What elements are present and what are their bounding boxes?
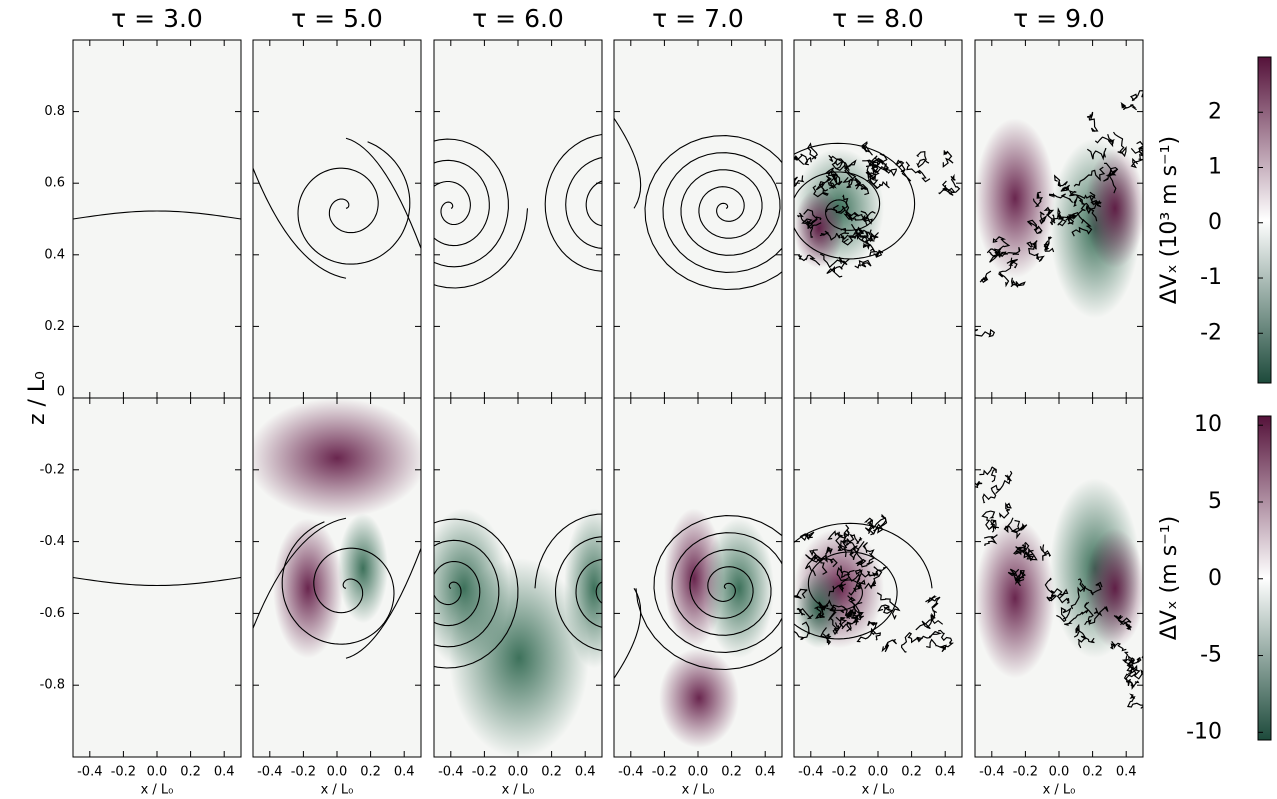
- y-tick-label: -0.4: [40, 534, 65, 549]
- panel: [614, 398, 807, 757]
- field-blob: [704, 518, 774, 658]
- panel: [773, 398, 962, 757]
- colorbar: [1258, 57, 1271, 383]
- x-tick-label: -0.2: [111, 765, 136, 780]
- field-blob: [975, 518, 1055, 678]
- panel: [247, 398, 427, 757]
- x-tick-label: 0.4: [1116, 765, 1137, 780]
- panel: [756, 40, 962, 398]
- x-tick-label: -0.4: [798, 765, 823, 780]
- x-tick-label: -0.2: [472, 765, 497, 780]
- x-axis-label: x / L₀: [1043, 783, 1076, 798]
- column-title: τ = 8.0: [832, 4, 924, 33]
- x-tick-label: 0.2: [721, 765, 742, 780]
- x-axis-label: x / L₀: [682, 783, 715, 798]
- panel-background: [73, 398, 241, 757]
- x-tick-label: -0.4: [979, 765, 1004, 780]
- colorbar: [1258, 416, 1271, 740]
- y-tick-label: 0.2: [44, 319, 65, 334]
- field-blob: [338, 513, 388, 623]
- column-title: τ = 9.0: [1013, 4, 1105, 33]
- panel: [73, 40, 241, 398]
- x-tick-label: 0.4: [214, 765, 235, 780]
- x-tick-label: 0.2: [1082, 765, 1103, 780]
- colorbar-tick-label: -5: [1200, 643, 1222, 668]
- x-tick-label: 0.4: [935, 765, 956, 780]
- y-tick-label: -0.6: [40, 606, 65, 621]
- x-axis-label: x / L₀: [862, 783, 895, 798]
- x-tick-label: 0.2: [180, 765, 201, 780]
- colorbar-label: ΔVₓ (m s⁻¹): [1157, 516, 1182, 640]
- panel-background: [253, 40, 421, 398]
- column-title: τ = 3.0: [111, 4, 203, 33]
- x-tick-label: 0.2: [541, 765, 562, 780]
- field-blob: [247, 398, 427, 518]
- x-tick-label: 0.2: [360, 765, 381, 780]
- field-blob: [1085, 528, 1145, 648]
- colorbar-label: ΔVₓ (10³ m s⁻¹): [1157, 136, 1182, 304]
- x-tick-label: 0.4: [394, 765, 415, 780]
- y-tick-label: 0.8: [44, 104, 65, 119]
- y-tick-label: -0.8: [40, 678, 65, 693]
- y-axis-label: z / L₀: [25, 371, 50, 425]
- column-title: τ = 7.0: [652, 4, 744, 33]
- x-axis-label: x / L₀: [502, 783, 535, 798]
- y-tick-label: -0.2: [40, 462, 65, 477]
- x-tick-label: -0.2: [1013, 765, 1038, 780]
- x-tick-label: 0.4: [575, 765, 596, 780]
- colorbar-tick-label: 0: [1208, 566, 1222, 591]
- x-tick-label: -0.2: [832, 765, 857, 780]
- panel: [253, 40, 421, 398]
- colorbar-tick-label: 1: [1208, 155, 1222, 180]
- x-tick-label: -0.4: [77, 765, 102, 780]
- colorbar-tick-label: 2: [1208, 99, 1222, 124]
- panel: [614, 40, 816, 398]
- x-tick-label: -0.4: [438, 765, 463, 780]
- x-tick-label: 0.0: [1049, 765, 1070, 780]
- x-tick-label: 0.0: [508, 765, 529, 780]
- x-tick-label: 0.0: [688, 765, 709, 780]
- x-axis-label: x / L₀: [141, 783, 174, 798]
- panel-background: [614, 40, 782, 398]
- y-tick-label: 0.4: [44, 247, 65, 262]
- x-tick-label: -0.2: [652, 765, 677, 780]
- y-tick-label: 0: [57, 385, 65, 400]
- x-tick-label: -0.2: [291, 765, 316, 780]
- panel-background: [73, 40, 241, 398]
- column-title: τ = 6.0: [472, 4, 564, 33]
- column-title: τ = 5.0: [291, 4, 383, 33]
- x-tick-label: 0.0: [327, 765, 348, 780]
- x-axis-label: x / L₀: [321, 783, 354, 798]
- colorbar-tick-label: 10: [1194, 412, 1222, 437]
- x-tick-label: 0.0: [147, 765, 168, 780]
- field-blob: [273, 518, 343, 658]
- x-tick-label: 0.0: [868, 765, 889, 780]
- figure: z / L₀ τ = 3.0 τ = 5.0 τ = 6.0 τ = 7.0 τ = 8…: [0, 0, 1277, 799]
- panel: [73, 398, 241, 757]
- panel-background: [434, 40, 602, 398]
- contour: [1142, 654, 1159, 667]
- x-tick-label: -0.4: [257, 765, 282, 780]
- colorbar-tick-label: -1: [1200, 265, 1222, 290]
- colorbar-tick-label: -2: [1200, 320, 1222, 345]
- colorbar-tick-label: 0: [1208, 210, 1222, 235]
- colorbar-tick-label: -10: [1186, 719, 1222, 744]
- colorbar-tick-label: 5: [1208, 489, 1222, 514]
- x-tick-label: -0.4: [618, 765, 643, 780]
- panel: [973, 40, 1147, 398]
- y-tick-label: 0.6: [44, 176, 65, 191]
- field-blob: [659, 648, 739, 748]
- x-tick-label: 0.2: [901, 765, 922, 780]
- x-tick-label: 0.4: [755, 765, 776, 780]
- panel: [970, 398, 1160, 757]
